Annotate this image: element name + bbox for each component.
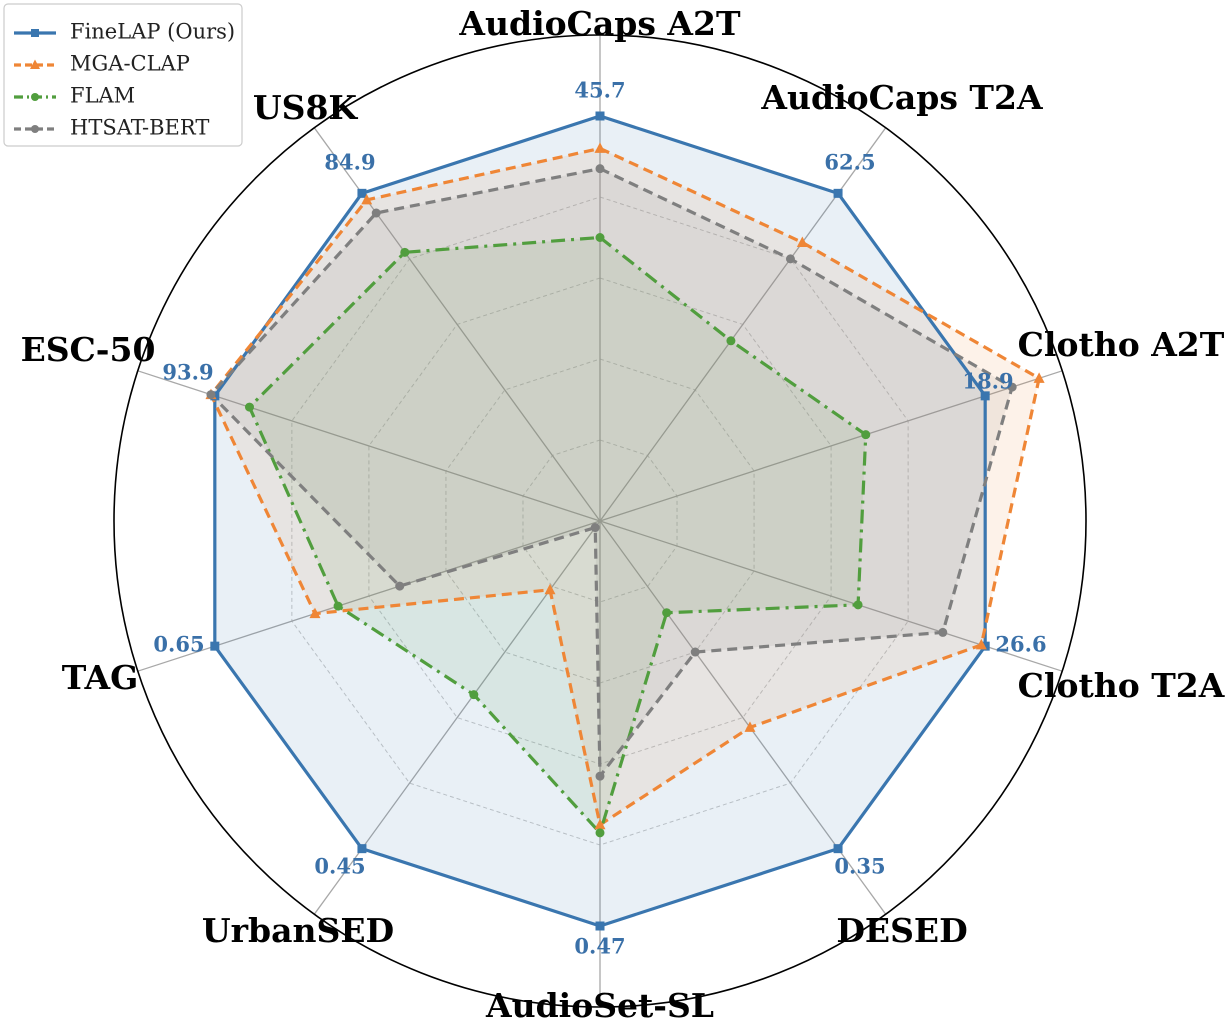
data-point: [371, 208, 381, 218]
legend-label: FLAM: [70, 84, 135, 108]
axis-label: UrbanSED: [202, 911, 394, 950]
series-fill: [210, 148, 1040, 825]
outer-circle: [113, 34, 1087, 1008]
data-point: [357, 188, 367, 198]
max-value-label: 18.9: [962, 369, 1013, 394]
max-value-label: 93.9: [162, 360, 213, 385]
data-point: [595, 164, 605, 174]
legend-marker: [30, 59, 40, 69]
data-point: [594, 142, 606, 153]
data-point: [544, 583, 556, 595]
max-value-label: 84.9: [324, 150, 375, 175]
axis-label: DESED: [836, 911, 967, 950]
axis-label: ESC-50: [21, 330, 156, 369]
data-point: [357, 844, 367, 854]
data-point: [938, 627, 948, 637]
legend-marker: [31, 29, 39, 37]
legend-marker: [31, 125, 39, 133]
data-point: [853, 600, 863, 610]
axis-label: AudioCaps T2A: [760, 78, 1043, 117]
data-point: [975, 638, 987, 650]
series-fill: [210, 168, 1013, 777]
data-point: [469, 690, 479, 700]
data-point: [861, 430, 871, 440]
data-point: [796, 236, 808, 247]
data-point: [595, 771, 605, 781]
data-point: [361, 193, 373, 205]
data-point: [785, 254, 795, 264]
series-fill: [249, 237, 866, 833]
series-fills: [210, 116, 1040, 926]
data-point: [744, 721, 756, 732]
data-point: [833, 188, 843, 198]
data-point: [595, 921, 605, 931]
axis-label: TAG: [62, 658, 139, 697]
data-point: [833, 844, 843, 854]
data-point: [395, 581, 405, 591]
data-point: [595, 111, 605, 121]
legend-label: MGA-CLAP: [70, 52, 190, 76]
data-point: [400, 247, 410, 257]
legend-box: [3, 3, 243, 147]
series-fill: [214, 116, 986, 926]
legend-label: FineLAP (Ours): [70, 20, 235, 44]
series-markers: [205, 111, 1045, 931]
data-point: [210, 641, 220, 651]
axis-label: AudioSet-SL: [485, 986, 714, 1025]
data-point: [595, 828, 605, 838]
max-value-label: 62.5: [824, 150, 875, 175]
data-point: [690, 647, 700, 657]
axis-label: US8K: [253, 88, 359, 127]
data-point: [980, 391, 990, 401]
data-point: [590, 523, 600, 533]
max-value-label: 0.47: [574, 934, 625, 959]
data-point: [309, 607, 321, 619]
axis-labels: AudioCaps A2T AudioCaps T2A Clotho A2T Clot…: [21, 4, 1225, 1025]
data-point: [206, 390, 216, 400]
axis-label: Clotho A2T: [1018, 325, 1225, 364]
max-value-label: 0.65: [153, 632, 204, 657]
legend: FineLAP (Ours) MGA-CLAP FLAM HTSAT-BERT: [3, 3, 243, 147]
max-value-label: 0.45: [314, 854, 365, 879]
data-point: [662, 608, 672, 618]
data-point: [595, 233, 605, 242]
data-point: [1033, 372, 1045, 383]
data-point: [980, 641, 990, 651]
data-point: [594, 818, 606, 830]
legend-label: HTSAT-BERT: [70, 116, 209, 140]
max-value-label: 26.6: [995, 632, 1046, 657]
max-value-label: 45.7: [574, 78, 625, 103]
axis-label: AudioCaps A2T: [458, 4, 741, 43]
data-point: [244, 402, 254, 412]
max-value-label: 0.35: [834, 854, 885, 879]
data-point: [726, 336, 736, 346]
data-point: [1007, 382, 1017, 392]
data-point: [333, 601, 343, 611]
axis-label: Clotho T2A: [1018, 666, 1225, 705]
legend-marker: [31, 93, 39, 101]
